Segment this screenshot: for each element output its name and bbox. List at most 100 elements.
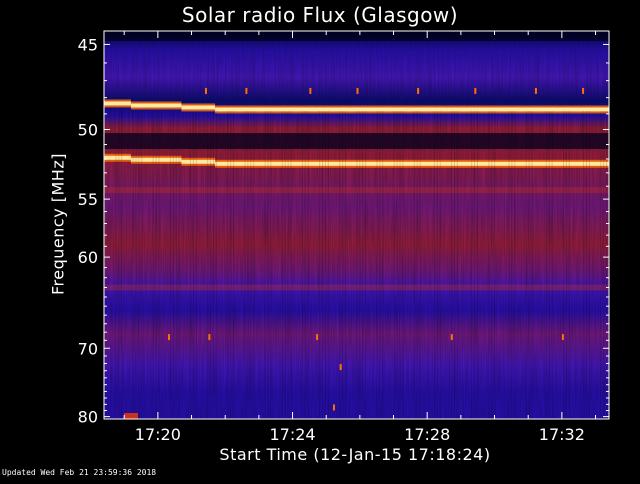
x-tick-label: 17:24	[269, 425, 315, 444]
time-striation	[247, 111, 249, 419]
x-tick-label: 17:28	[404, 425, 450, 444]
time-striation	[233, 111, 235, 419]
emission-line	[130, 103, 182, 108]
time-striation	[169, 111, 171, 419]
emission-line	[181, 105, 216, 110]
time-striation	[345, 111, 346, 419]
time-striation	[267, 111, 269, 419]
time-striation	[195, 111, 197, 419]
time-striation	[511, 111, 513, 419]
time-striation	[433, 111, 435, 419]
time-striation	[178, 111, 180, 419]
time-striation	[402, 111, 404, 419]
time-striation	[138, 111, 140, 419]
time-striation	[471, 111, 473, 419]
time-striation	[399, 111, 401, 419]
time-striation	[284, 111, 286, 419]
time-striation	[322, 111, 323, 419]
burst-spike	[356, 87, 359, 94]
time-striation	[324, 111, 326, 419]
time-striation	[606, 111, 608, 419]
time-striation	[356, 111, 358, 419]
time-striation	[474, 111, 476, 419]
time-striation	[230, 111, 232, 419]
x-axis-label: Start Time (12-Jan-15 17:18:24)	[219, 445, 491, 464]
y-tick-label: 45	[78, 35, 98, 54]
time-striation	[270, 111, 272, 419]
top-dark-strip	[104, 31, 609, 41]
emission-line	[215, 107, 609, 112]
time-striation	[362, 111, 364, 419]
time-striation	[215, 111, 217, 419]
emission-line	[130, 157, 182, 162]
chart-title: Solar radio Flux (Glasgow)	[181, 3, 459, 27]
time-striation	[287, 111, 289, 419]
time-striation	[115, 111, 117, 419]
time-striation	[439, 111, 441, 419]
time-striation	[135, 111, 137, 419]
time-striation	[491, 111, 493, 419]
time-striation	[264, 111, 266, 419]
burst-spike	[561, 334, 564, 341]
burst-spike	[450, 334, 453, 341]
burst-spike	[316, 334, 319, 341]
time-striation	[477, 111, 478, 419]
burst-spike	[332, 404, 335, 411]
time-striation	[152, 111, 154, 419]
red-band	[104, 284, 609, 291]
time-striation	[210, 111, 212, 419]
time-striation	[250, 111, 252, 419]
time-striation	[301, 111, 303, 419]
burst-spike	[417, 87, 420, 94]
time-striation	[583, 111, 585, 419]
time-striation	[586, 111, 587, 419]
time-striation	[365, 111, 367, 419]
burst-spike	[534, 87, 537, 94]
red-patch	[124, 413, 138, 419]
burst-spike	[339, 364, 342, 371]
time-striation	[419, 111, 421, 419]
emission-line	[104, 101, 131, 106]
time-striation	[494, 111, 496, 419]
plot-frame	[103, 30, 610, 420]
y-axis-label: Frequency [MHz]	[48, 153, 68, 295]
emission-line	[215, 161, 609, 166]
time-striation	[158, 111, 160, 419]
red-band	[104, 187, 609, 194]
axes: 45 50 55 60 70 80 17:20 17:24 17:28 17:32	[78, 30, 610, 444]
time-striation	[319, 111, 321, 419]
time-striation	[376, 111, 378, 419]
emission-line	[181, 159, 216, 164]
time-striation	[359, 111, 361, 419]
time-striation	[281, 111, 283, 419]
time-striation	[253, 111, 255, 419]
time-striation	[213, 111, 214, 419]
time-striation	[141, 111, 143, 419]
time-striation	[339, 111, 341, 419]
time-striation	[307, 111, 309, 419]
time-striation	[548, 111, 550, 419]
burst-spike	[309, 87, 312, 94]
time-striation	[413, 111, 415, 419]
y-tick-label: 50	[78, 121, 98, 140]
time-striation	[172, 111, 174, 419]
time-striation	[565, 111, 567, 419]
time-striation	[488, 111, 490, 419]
time-striation	[393, 111, 395, 419]
time-striation	[190, 111, 191, 419]
x-tick-label: 17:32	[539, 425, 585, 444]
y-tick-label: 60	[78, 248, 98, 267]
time-striation	[568, 111, 570, 419]
time-striation	[551, 111, 553, 419]
y-tick-label: 80	[78, 408, 98, 427]
updated-timestamp: Updated Wed Feb 21 23:59:36 2018	[2, 468, 157, 477]
time-striation	[121, 111, 123, 419]
time-striation	[290, 111, 292, 419]
time-striation	[342, 111, 344, 419]
time-striation	[118, 111, 120, 419]
spectrogram-texture	[104, 31, 609, 419]
time-striation	[525, 111, 527, 419]
x-tick-label: 17:20	[135, 425, 181, 444]
